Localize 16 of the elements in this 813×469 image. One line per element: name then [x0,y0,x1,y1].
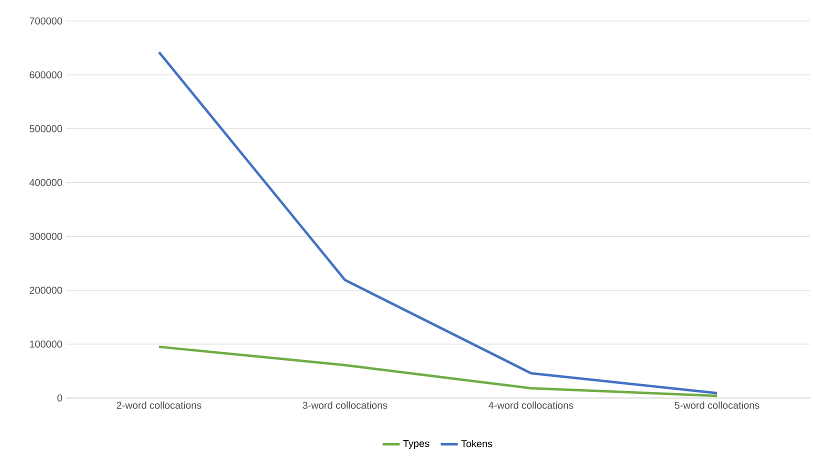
y-tick-label: 0 [57,394,62,402]
x-tick-label: 2-word collocations [116,402,202,409]
y-tick-label: 200000 [30,286,62,294]
y-tick-label: 600000 [30,71,62,78]
y-tick-label: 500000 [30,125,62,132]
y-tick-label: 700000 [30,17,62,25]
y-tick-label: 300000 [30,232,62,240]
line-series [158,346,718,398]
x-tick-label: 3-word collocations [302,402,388,409]
legend-label: Tokens [461,440,492,448]
y-tick-label: 400000 [29,179,62,186]
x-tick-label: 4-word collocations [488,402,574,409]
legend-label: Types [403,440,430,449]
y-tick-label: 100000 [30,340,62,348]
x-tick-label: 5-word collocations [674,402,760,409]
line-series [158,50,718,394]
